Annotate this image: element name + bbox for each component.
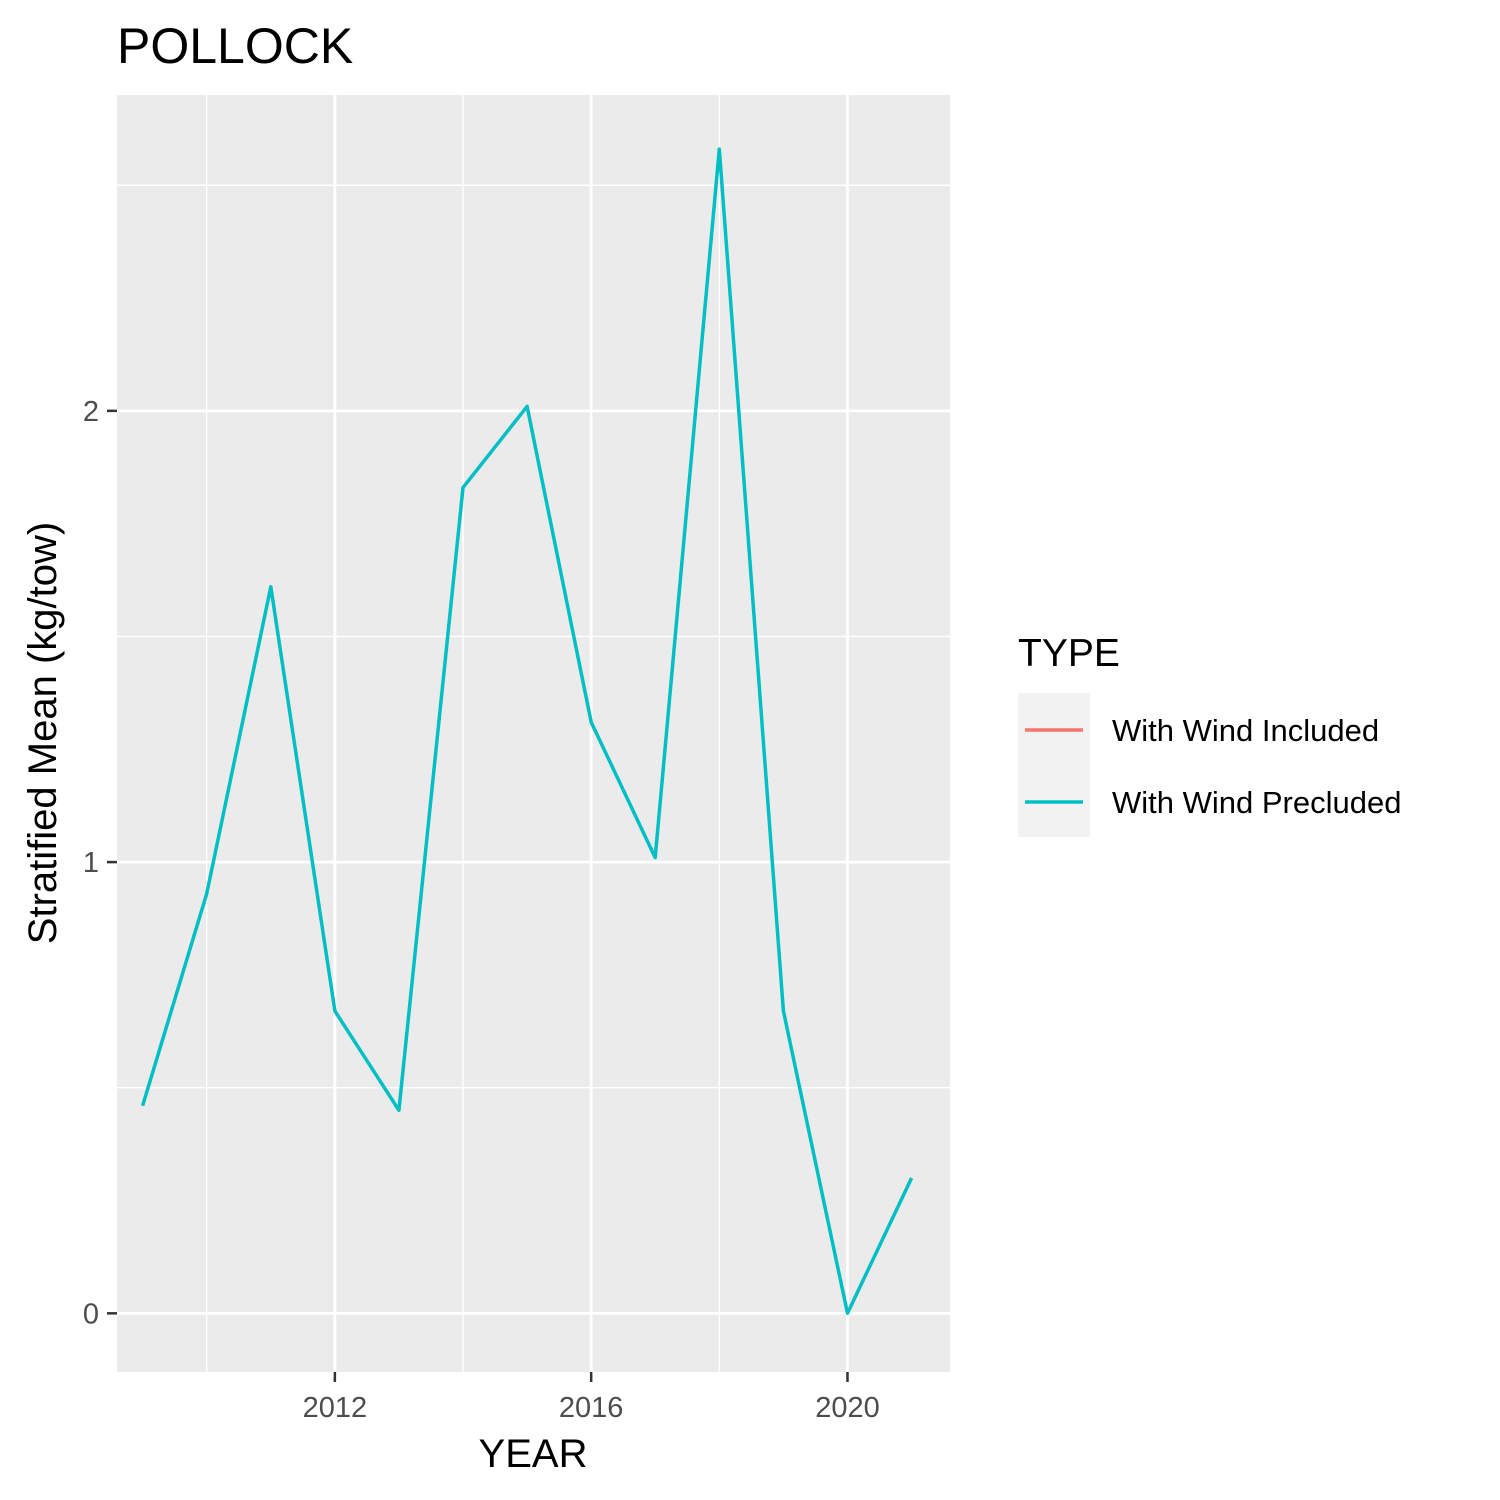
legend-label-2: With Wind Precluded: [1112, 785, 1401, 820]
y-axis-ticks: 0 1 2: [83, 396, 117, 1330]
chart-title: POLLOCK: [117, 18, 353, 74]
y-tick-label: 1: [83, 847, 99, 879]
x-axis-title: YEAR: [479, 1432, 588, 1476]
series-line-2: [140, 147, 914, 1316]
legend-title: TYPE: [1018, 632, 1120, 675]
legend-key-background: [1018, 693, 1090, 837]
legend: TYPE With Wind Included With Wind Preclud…: [1018, 632, 1401, 837]
grid-minor: [117, 95, 950, 1372]
grid-major: [117, 95, 950, 1372]
x-tick-label: 2012: [303, 1392, 368, 1424]
x-tick-label: 2016: [559, 1392, 624, 1424]
plot-panel: [117, 95, 950, 1372]
legend-label-1: With Wind Included: [1112, 713, 1379, 748]
x-tick-label: 2020: [815, 1392, 880, 1424]
y-tick-label: 2: [83, 396, 99, 428]
x-axis-ticks: 2012 2016 2020: [303, 1372, 880, 1424]
y-axis-title: Stratified Mean (kg/tow): [21, 522, 65, 944]
y-tick-label: 0: [83, 1298, 99, 1330]
series-lines: [140, 147, 914, 1316]
